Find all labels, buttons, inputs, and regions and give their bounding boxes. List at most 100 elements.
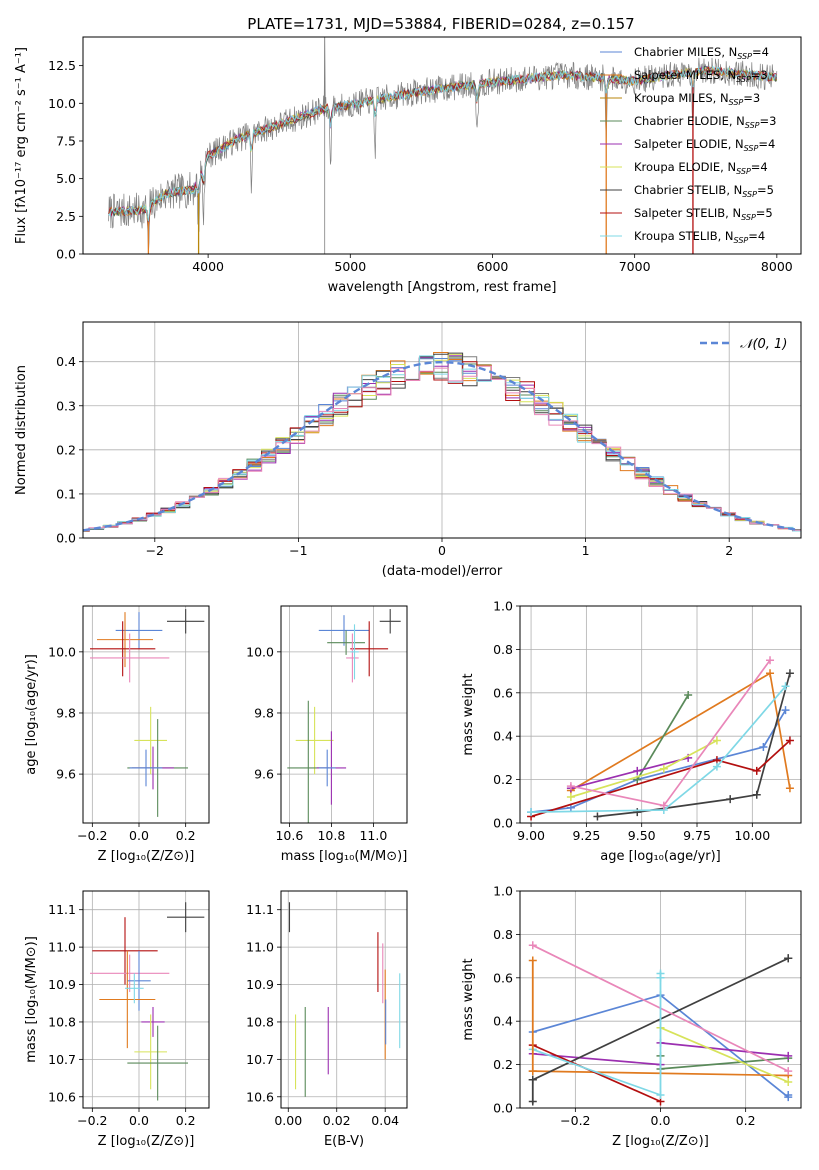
errorbar-point [125, 973, 144, 1004]
weight_vs_Z-ylabel: mass weight [461, 958, 476, 1040]
x-tick-label: 0.02 [323, 1113, 351, 1128]
weight-series-line [532, 1048, 661, 1096]
age_vs_Z-points [90, 609, 205, 817]
y-tick-label: 0.8 [493, 927, 513, 942]
y-tick-label: 5.0 [56, 171, 76, 186]
x-tick-label: 6000 [477, 259, 509, 274]
spectrum-lines [108, 37, 778, 254]
x-tick-label: 10.8 [317, 828, 345, 843]
x-tick-label: 11.0 [359, 828, 387, 843]
y-tick-label: 1.0 [493, 599, 513, 614]
plus-marker [784, 1077, 793, 1086]
weight-series-line [530, 739, 791, 818]
y-tick-label: 10.8 [246, 1014, 274, 1029]
plus-marker [784, 1051, 793, 1060]
y-tick-label: 10.0 [48, 644, 76, 659]
age_vs_mass-xlabel: mass [log₁₀(M/M⊙)] [281, 849, 408, 864]
errorbar-point [295, 706, 334, 775]
legend-entry: Chabrier MILES, NSSP=4 [634, 45, 769, 61]
plus-marker [766, 669, 775, 678]
x-tick-label: 0.04 [371, 1113, 399, 1128]
errorbar-point [350, 624, 359, 680]
gaussian-reference-curve [83, 360, 799, 532]
y-tick-label: 10.8 [48, 1014, 76, 1029]
legend-entry-sub: SSP [745, 121, 760, 130]
y-tick-label: 10.0 [48, 96, 76, 111]
weight-series-line [597, 673, 791, 818]
x-tick-label: 9.50 [628, 828, 656, 843]
legend-entry-label: Chabrier ELODIE, N [634, 114, 745, 128]
legend-entry: Salpeter STELIB, NSSP=5 [634, 206, 773, 222]
legend-entry-label: Chabrier MILES, N [634, 45, 737, 59]
y-tick-label: 0.6 [493, 685, 513, 700]
errorbar-point [115, 612, 163, 649]
x-tick-label: 0.00 [274, 1113, 302, 1128]
legend-entry: Chabrier ELODIE, NSSP=3 [634, 114, 776, 130]
weight_vs_age-xlabel: age [log₁₀(age/yr)] [600, 849, 721, 864]
plus-marker [633, 766, 642, 775]
legend-entry-sub: SSP [734, 236, 749, 245]
y-tick-label: 0.2 [493, 772, 513, 787]
residuals-axes: −2 −1 0 1 2 0.0 0.1 0.2 0.3 0.4 (data-model)/error… [14, 322, 801, 579]
legend-entry-suffix: =4 [748, 229, 765, 243]
weight-series-line [532, 1052, 661, 1066]
y-tick-label: 9.6 [56, 767, 76, 782]
y-tick-label: 0.6 [493, 970, 513, 985]
age_vs_Z-frame [82, 605, 210, 824]
x-tick-label: 0.2 [176, 828, 196, 843]
residuals-ylabel: Normed distribution [14, 365, 29, 495]
x-tick-label: 0.2 [176, 1113, 196, 1128]
x-tick-label: 0.2 [736, 1113, 756, 1128]
histogram-group [83, 352, 801, 532]
weight-series-line [660, 1057, 789, 1070]
x-tick-label: 1 [582, 543, 590, 558]
x-tick-label: 10.6 [275, 828, 303, 843]
legend-entry-suffix: =4 [751, 160, 768, 174]
y-tick-label: 11.1 [48, 902, 76, 917]
errorbar-point [318, 749, 336, 787]
plus-marker [766, 656, 775, 665]
x-tick-label: −0.2 [560, 1113, 590, 1128]
legend-entry-label: Salpeter ELODIE, N [634, 137, 744, 151]
errorbar-point [90, 621, 156, 677]
weight-series-line [531, 685, 787, 813]
y-tick-label: 0.2 [493, 1057, 513, 1072]
mass_vs_Z-frame [82, 890, 210, 1109]
age_vs_Z-ylabel: age [log₁₀(age/yr)] [24, 654, 39, 775]
y-tick-label: 0.0 [56, 531, 76, 546]
errorbar-point [127, 950, 151, 1011]
y-tick-label: 10.9 [48, 977, 76, 992]
y-tick-label: 2.5 [56, 209, 76, 224]
legend-entry-sub: SSP [742, 190, 757, 199]
errorbar-point [129, 749, 163, 787]
mass_vs_ebv-points [288, 902, 401, 1097]
plus-marker [684, 690, 693, 699]
x-tick-label: −2 [146, 543, 164, 558]
plus-marker [566, 782, 575, 791]
weight-series-line [660, 1026, 789, 1083]
legend-entry-suffix: =3 [743, 91, 760, 105]
plus-marker [566, 792, 575, 801]
weight-series-line [636, 694, 689, 781]
x-tick-label: 9.25 [572, 828, 600, 843]
y-tick-label: 0.0 [493, 1101, 513, 1116]
plus-marker [781, 706, 790, 715]
y-tick-label: 9.8 [56, 705, 76, 720]
weight_vs_age-axes: 9.00 9.25 9.50 9.75 10.00 0.0 0.2 0.4 0.6 0.8 1.0 a… [461, 599, 801, 864]
spectrum-frame [82, 36, 802, 255]
x-tick-label: 9.75 [683, 828, 711, 843]
legend-entry-suffix: =5 [757, 183, 774, 197]
legend-entry-sub: SSP [737, 52, 752, 61]
errorbar-point [350, 621, 389, 677]
plus-marker [633, 808, 642, 817]
errorbar-point [379, 609, 401, 634]
plus-marker [785, 784, 794, 793]
weight_vs_Z-series [528, 941, 793, 1106]
legend-entry: Salpeter MILES, NSSP=3 [634, 68, 768, 84]
plus-marker [712, 736, 721, 745]
age_vs_mass-axes: 10.6 10.8 11.0 9.6 9.8 10.0 mass [log₁₀(M/M⊙)] [246, 606, 407, 864]
plus-marker [784, 1067, 793, 1076]
x-tick-label: −0.2 [77, 1113, 107, 1128]
mass_vs_Z-axes: −0.2 0.0 0.2 10.6 10.7 10.8 10.9 11.0 11.1 Z [log… [24, 891, 209, 1149]
legend-entry: Kroupa ELODIE, NSSP=4 [634, 160, 768, 176]
